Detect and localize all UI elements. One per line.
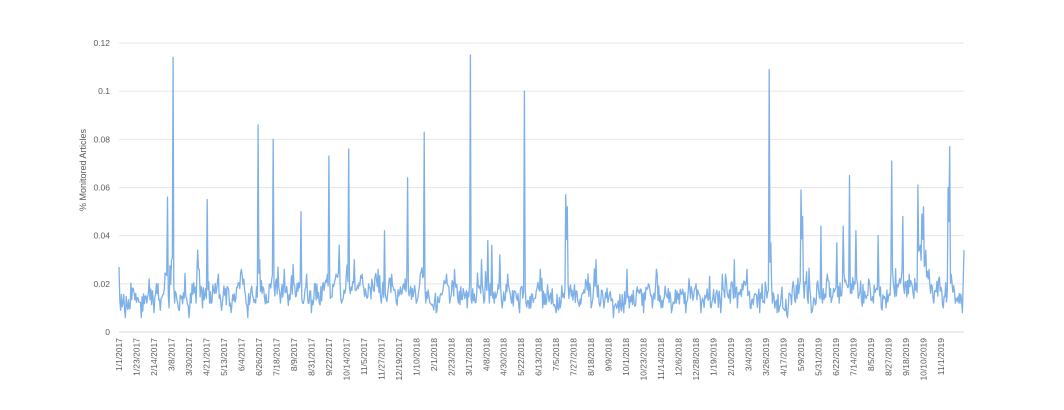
x-tick-label: 1/10/2018 — [411, 338, 421, 376]
x-tick-label: 5/9/2019 — [796, 338, 806, 371]
x-tick-label: 4/21/2017 — [201, 338, 211, 376]
x-tick-label: 7/14/2019 — [849, 338, 859, 376]
x-tick-label: 7/5/2018 — [551, 338, 561, 371]
x-tick-label: 5/22/2018 — [516, 338, 526, 376]
x-tick-label: 6/22/2019 — [831, 338, 841, 376]
y-tick-label: 0.08 — [93, 134, 110, 144]
x-tick-label: 2/14/2017 — [149, 338, 159, 376]
y-tick-label: 0.1 — [98, 86, 110, 96]
x-tick-label: 11/27/2017 — [376, 338, 386, 380]
x-tick-label: 5/13/2017 — [219, 338, 229, 376]
x-tick-label: 8/31/2017 — [306, 338, 316, 376]
x-tick-label: 12/19/2017 — [394, 338, 404, 381]
x-tick-label: 11/14/2018 — [656, 338, 666, 380]
x-tick-label: 3/8/2017 — [166, 338, 176, 371]
y-tick-label: 0.04 — [93, 231, 110, 241]
x-tick-label: 4/30/2018 — [499, 338, 509, 376]
x-tick-label: 6/13/2018 — [534, 338, 544, 376]
x-tick-label: 4/8/2018 — [481, 338, 491, 371]
x-axis-ticks: 1/1/2017 1/23/2017 2/14/2017 3/8/2017 3/30/2… — [114, 338, 946, 381]
x-tick-label: 9/18/2019 — [901, 338, 911, 376]
x-tick-label: 1/19/2019 — [709, 338, 719, 376]
y-tick-label: 0.06 — [93, 183, 110, 193]
x-tick-label: 2/1/2018 — [429, 338, 439, 371]
x-tick-label: 9/9/2018 — [604, 338, 614, 371]
x-tick-label: 10/10/2019 — [918, 338, 928, 381]
y-tick-label: 0.02 — [93, 279, 110, 289]
x-tick-label: 4/17/2019 — [779, 338, 789, 376]
x-tick-label: 6/26/2017 — [254, 338, 264, 376]
x-tick-label: 6/4/2017 — [236, 338, 246, 371]
x-tick-label: 10/23/2018 — [639, 338, 649, 381]
y-tick-label: 0 — [105, 327, 110, 337]
x-tick-label: 1/1/2017 — [114, 338, 124, 371]
y-axis-title: % Monitored Articles — [78, 128, 88, 211]
series-layer — [118, 54, 965, 319]
x-tick-label: 5/31/2019 — [814, 338, 824, 376]
x-tick-label: 10/14/2017 — [341, 338, 351, 381]
x-tick-label: 11/1/2019 — [936, 338, 946, 375]
x-tick-label: 11/5/2017 — [359, 338, 369, 375]
x-tick-label: 3/30/2017 — [184, 338, 194, 376]
x-tick-label: 8/5/2019 — [866, 338, 876, 371]
series-line — [118, 54, 965, 319]
x-tick-label: 2/23/2018 — [446, 338, 456, 376]
x-tick-label: 7/18/2017 — [271, 338, 281, 376]
x-tick-label: 7/27/2018 — [569, 338, 579, 376]
y-tick-label: 0.12 — [93, 38, 110, 48]
x-tick-label: 12/6/2018 — [674, 338, 684, 376]
x-tick-label: 9/22/2017 — [324, 338, 334, 376]
x-tick-label: 1/23/2017 — [131, 338, 141, 376]
y-axis-ticks: 0 0.02 0.04 0.06 0.08 0.1 0.12 — [93, 38, 110, 337]
x-tick-label: 8/9/2017 — [289, 338, 299, 371]
x-tick-label: 8/27/2019 — [883, 338, 893, 376]
x-tick-label: 2/10/2019 — [726, 338, 736, 376]
x-tick-label: 8/18/2018 — [586, 338, 596, 376]
x-tick-label: 3/4/2019 — [744, 338, 754, 371]
x-tick-label: 3/17/2018 — [464, 338, 474, 376]
x-tick-label: 10/1/2018 — [621, 338, 631, 376]
x-tick-label: 3/26/2019 — [761, 338, 771, 376]
x-tick-label: 12/28/2018 — [691, 338, 701, 381]
